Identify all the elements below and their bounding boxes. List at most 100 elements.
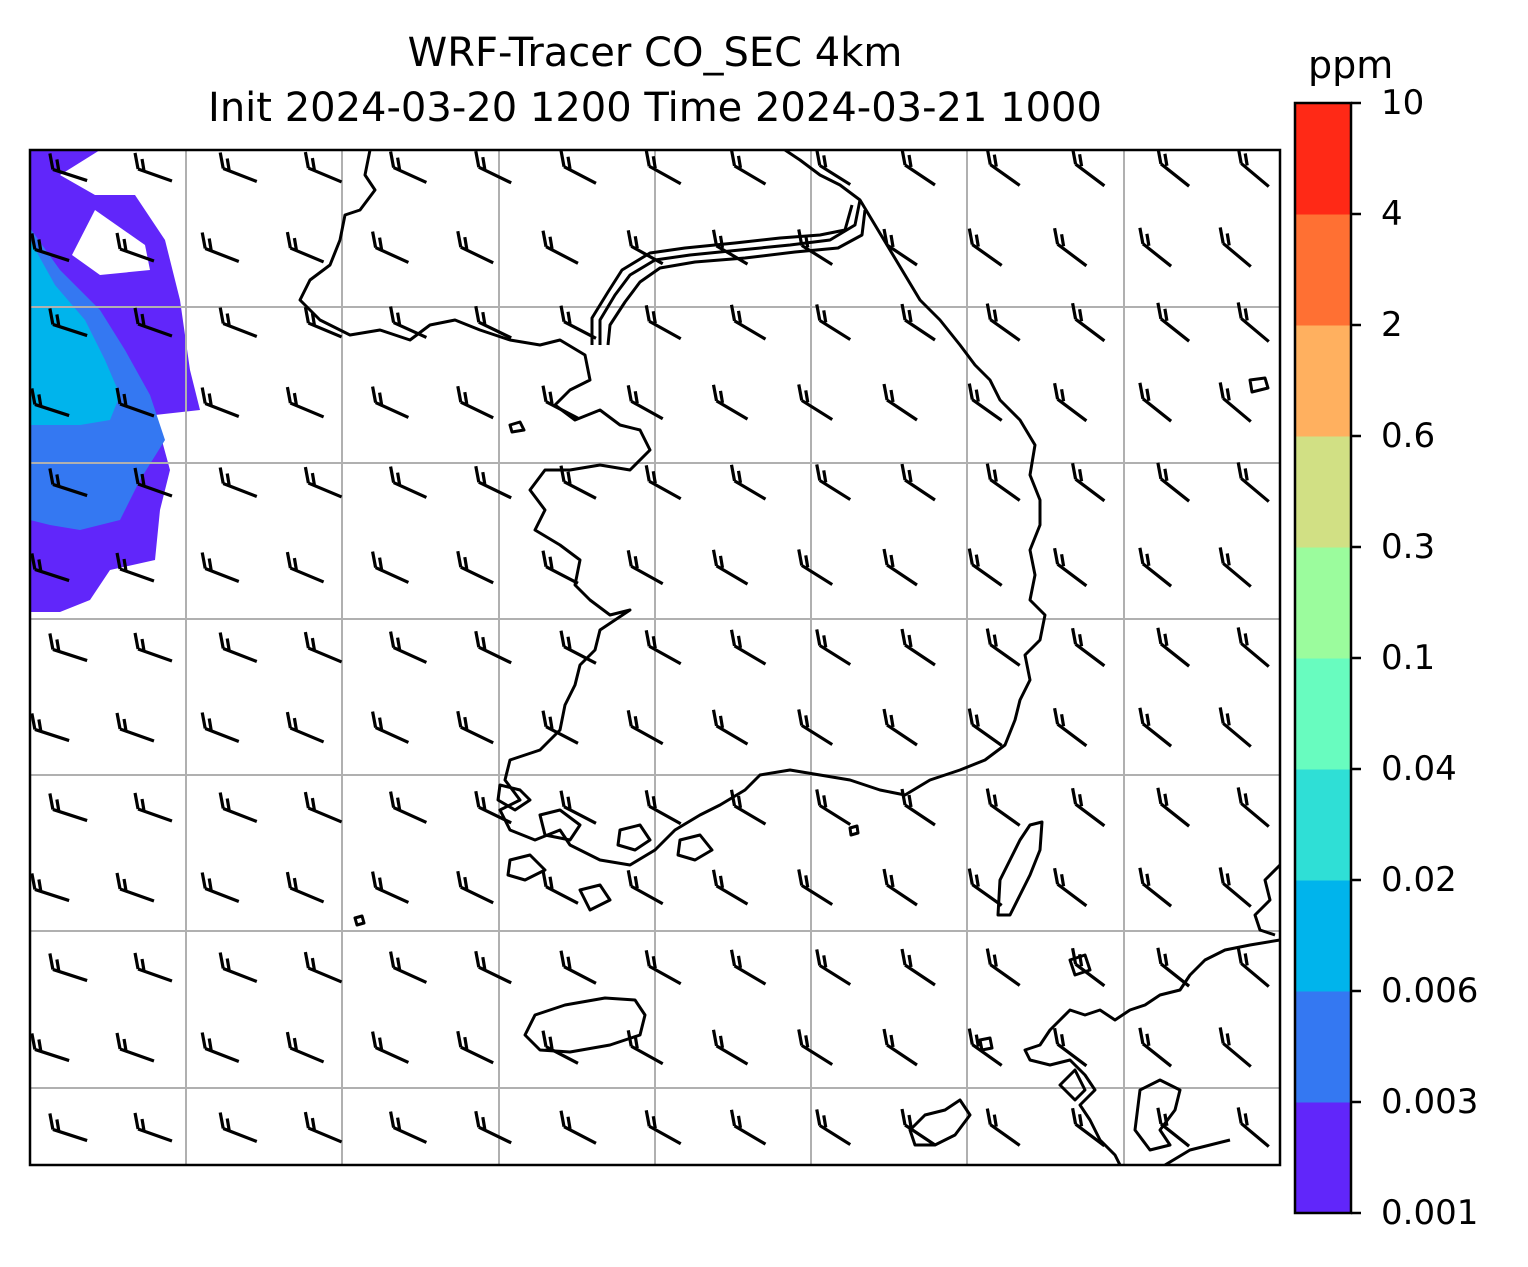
wind-barb: [285, 871, 325, 904]
wind-barb: [389, 151, 428, 184]
wind-barb: [218, 307, 258, 338]
wind-barb: [985, 150, 1021, 187]
wind-barb: [303, 1111, 343, 1144]
wind-barb: [303, 951, 343, 984]
wind-barb: [456, 385, 494, 420]
kyushu-south: [1164, 1138, 1231, 1165]
wind-barb: [559, 1110, 597, 1145]
hirado-island: [1058, 1068, 1087, 1102]
wind-barb: [985, 1108, 1021, 1147]
colorbar-tick-label: 10: [1381, 83, 1425, 123]
wind-barb: [303, 791, 343, 824]
wind-barb: [559, 150, 597, 185]
wind-barb: [389, 791, 428, 824]
wind-barb: [30, 553, 70, 583]
colorbar-segment: [1295, 769, 1351, 881]
wind-barb: [644, 949, 682, 986]
china-coast: [298, 150, 1047, 867]
wind-barb: [815, 150, 852, 186]
small-island-5: [353, 914, 366, 927]
wind-barb: [541, 710, 579, 745]
map-frame: [28, 148, 1282, 1167]
colorbar-segment: [1295, 991, 1351, 1103]
wind-barb: [1071, 462, 1106, 503]
wind-barb: [285, 1031, 325, 1064]
colorbar-segment: [1295, 325, 1351, 437]
wind-barb: [797, 709, 834, 746]
wind-barb: [371, 871, 410, 904]
map-title-line1: WRF-Tracer CO_SEC 4km: [407, 30, 903, 76]
colorbar-tick-label: 0.001: [1381, 1193, 1479, 1233]
wind-barb: [644, 464, 682, 501]
wind-barb: [115, 552, 155, 583]
colorbar-segment: [1295, 103, 1351, 215]
wind-barb: [1236, 947, 1270, 988]
wind-barb: [900, 788, 936, 827]
wind-barb: [303, 466, 343, 499]
colorbar-tick-label: 0.02: [1381, 860, 1457, 900]
wind-barb: [626, 229, 664, 266]
wind-barb: [626, 1029, 664, 1066]
wind-barb: [1156, 302, 1191, 343]
coast-islands-6: [578, 883, 612, 912]
kyushu-bay: [1133, 1078, 1182, 1152]
tracer-patch-white: [72, 210, 150, 275]
wind-barb: [1236, 627, 1270, 668]
coast-islands-2: [538, 808, 582, 842]
wind-barb: [1053, 867, 1088, 908]
wind-barb: [133, 792, 173, 823]
wind-barb: [815, 629, 852, 666]
wind-barb: [815, 304, 852, 341]
wind-barb: [1156, 1107, 1191, 1148]
wind-barb: [797, 384, 834, 421]
wind-barb: [474, 465, 512, 500]
colorbar-tick-label: 0.1: [1381, 638, 1436, 678]
wind-barb: [644, 150, 682, 186]
wind-barb: [711, 384, 749, 421]
wind-barb: [711, 229, 749, 266]
wind-barb: [1236, 1107, 1270, 1148]
wind-barb: [285, 386, 325, 419]
wind-barb: [900, 628, 936, 667]
colorbar-tick-label: 0.3: [1381, 527, 1436, 567]
wind-barb: [1218, 707, 1252, 748]
wind-barb: [541, 385, 579, 420]
wind-barb: [218, 952, 258, 983]
wind-barb: [218, 632, 258, 663]
coast-islands-1: [496, 783, 532, 812]
small-island-2: [1248, 376, 1270, 394]
wind-barb: [1138, 382, 1173, 423]
colorbar: [1295, 103, 1351, 1214]
wind-barb: [815, 464, 852, 501]
wind-barb: [1053, 707, 1088, 748]
wind-barb: [1236, 787, 1270, 828]
wind-barb: [30, 233, 70, 263]
wind-barb: [559, 465, 597, 500]
wind-barb: [626, 549, 664, 586]
wind-barb: [1218, 547, 1252, 588]
wind-barb: [882, 548, 918, 587]
wind-barb: [115, 712, 155, 743]
wind-barb: [1156, 787, 1191, 828]
wind-barb: [48, 793, 88, 823]
wind-barb: [1237, 150, 1270, 188]
wind-barb: [797, 549, 834, 586]
wind-barb: [729, 464, 767, 501]
wind-barb: [285, 711, 325, 744]
wind-barb: [1138, 867, 1173, 908]
wind-barb: [729, 949, 767, 986]
wind-barb: [967, 868, 1003, 907]
wind-barb: [1053, 227, 1088, 268]
wind-barb: [1053, 382, 1088, 423]
tsushima-island: [996, 820, 1044, 917]
jeju-island: [523, 996, 647, 1054]
wind-barb: [541, 1030, 579, 1065]
wind-barb: [200, 387, 240, 418]
wind-barb: [1138, 707, 1173, 748]
wind-barb: [218, 792, 258, 823]
wind-barb: [1071, 627, 1106, 668]
map-title-line2: Init 2024-03-20 1200 Time 2024-03-21 100…: [208, 85, 1102, 131]
wind-barb: [115, 387, 155, 418]
wind-barb: [303, 306, 343, 339]
wind-barb: [882, 708, 918, 747]
